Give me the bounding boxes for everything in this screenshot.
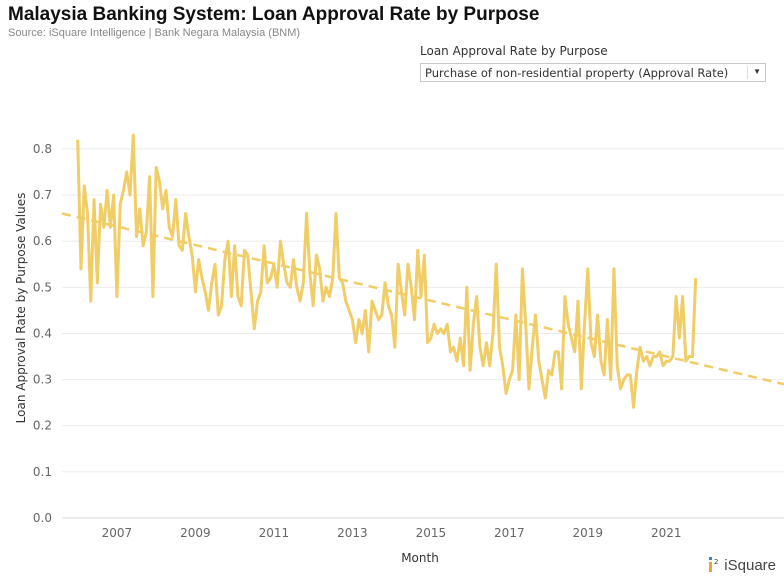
y-tick-label: 0.1 <box>33 465 52 479</box>
x-tick-label: 2011 <box>259 526 290 540</box>
x-tick-label: 2021 <box>651 526 682 540</box>
filter-label: Loan Approval Rate by Purpose <box>420 44 608 58</box>
y-tick-label: 0.6 <box>33 234 52 248</box>
x-axis-title: Month <box>401 551 439 565</box>
x-tick-label: 2017 <box>494 526 525 540</box>
y-axis-ticks: 0.0 0.1 0.2 0.3 0.4 0.5 0.6 0.7 0.8 <box>33 142 52 525</box>
x-tick-label: 2015 <box>416 526 447 540</box>
y-axis-title: Loan Approval Rate by Purpose Values <box>14 193 28 424</box>
y-tick-label: 0.4 <box>33 326 52 340</box>
x-tick-label: 2019 <box>573 526 604 540</box>
x-tick-label: 2007 <box>102 526 133 540</box>
y-tick-label: 0.2 <box>33 419 52 433</box>
y-tick-label: 0.0 <box>33 511 52 525</box>
y-tick-label: 0.7 <box>33 188 52 202</box>
dropdown-divider <box>747 66 748 79</box>
y-tick-label: 0.3 <box>33 373 52 387</box>
brand-name: iSquare <box>724 557 776 574</box>
series-line <box>76 133 698 409</box>
y-tick-label: 0.8 <box>33 142 52 156</box>
purpose-dropdown[interactable]: Purchase of non-residential property (Ap… <box>420 63 766 82</box>
chevron-down-icon[interactable]: ▼ <box>753 67 761 76</box>
isquare-logo: 2 iSquare <box>708 554 776 574</box>
gridlines <box>62 148 784 519</box>
chart-source: Source: iSquare Intelligence | Bank Nega… <box>8 27 301 39</box>
x-tick-label: 2013 <box>337 526 368 540</box>
y-tick-label: 0.5 <box>33 280 52 294</box>
x-tick-label: 2009 <box>180 526 211 540</box>
isquare-logo-icon: 2 <box>709 557 719 572</box>
svg-text:2: 2 <box>714 558 718 566</box>
purpose-dropdown-value: Purchase of non-residential property (Ap… <box>425 66 729 80</box>
chart-title: Malaysia Banking System: Loan Approval R… <box>8 4 540 25</box>
x-axis-ticks: 2007 2009 2011 2013 2015 2017 2019 2021 <box>102 526 682 540</box>
